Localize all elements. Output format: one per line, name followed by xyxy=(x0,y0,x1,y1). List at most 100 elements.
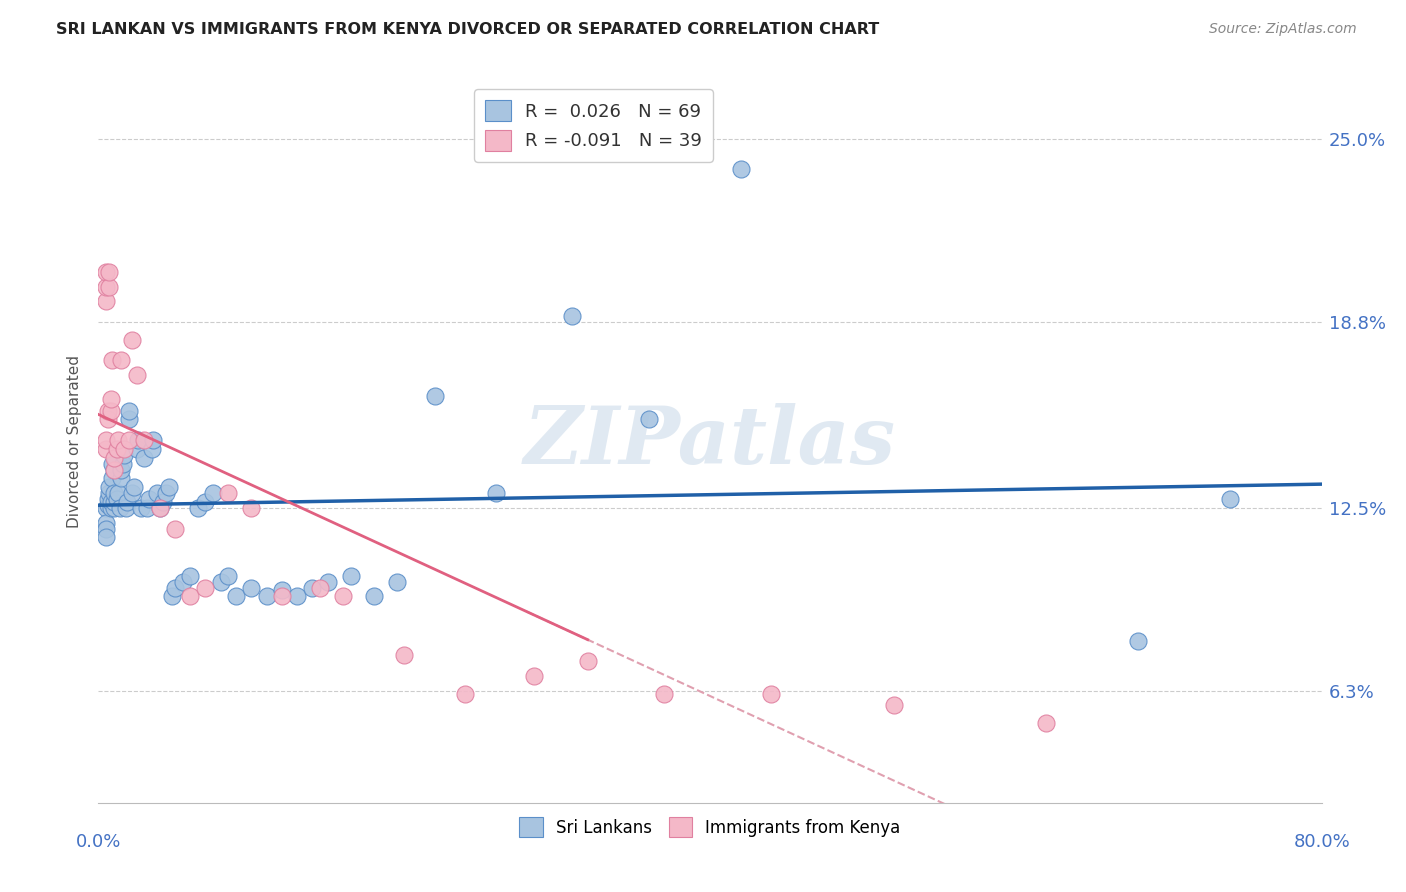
Point xyxy=(194,581,217,595)
Point xyxy=(98,480,121,494)
Point xyxy=(138,491,160,506)
Point xyxy=(152,495,174,509)
Point xyxy=(110,462,132,476)
Point xyxy=(97,412,120,426)
Point xyxy=(103,462,125,476)
Point xyxy=(339,568,361,582)
Point xyxy=(108,500,131,515)
Point xyxy=(225,590,247,604)
Point xyxy=(145,486,167,500)
Point xyxy=(332,590,354,604)
Point xyxy=(100,403,122,417)
Point xyxy=(485,486,508,500)
Text: ZIPatlas: ZIPatlas xyxy=(524,403,896,480)
Legend: Sri Lankans, Immigrants from Kenya: Sri Lankans, Immigrants from Kenya xyxy=(510,809,910,845)
Point xyxy=(94,279,117,293)
Point xyxy=(112,448,135,462)
Point xyxy=(103,495,125,509)
Point xyxy=(129,500,152,515)
Point xyxy=(187,500,209,515)
Point xyxy=(100,392,122,406)
Point xyxy=(98,486,121,500)
Point xyxy=(94,442,117,456)
Point xyxy=(270,590,292,604)
Point xyxy=(101,471,124,485)
Text: 80.0%: 80.0% xyxy=(1294,833,1350,851)
Y-axis label: Divorced or Separated: Divorced or Separated xyxy=(67,355,83,528)
Point xyxy=(160,590,183,604)
Point xyxy=(118,412,141,426)
Point xyxy=(103,450,125,465)
Point xyxy=(127,433,149,447)
Point xyxy=(285,590,308,604)
Point xyxy=(103,462,125,476)
Text: SRI LANKAN VS IMMIGRANTS FROM KENYA DIVORCED OR SEPARATED CORRELATION CHART: SRI LANKAN VS IMMIGRANTS FROM KENYA DIVO… xyxy=(56,22,880,37)
Point xyxy=(94,500,117,515)
Point xyxy=(240,581,263,595)
Point xyxy=(122,480,145,494)
Point xyxy=(97,498,120,512)
Point xyxy=(1219,491,1241,506)
Point xyxy=(194,495,217,509)
Point xyxy=(163,522,186,536)
Point xyxy=(163,581,186,595)
Point xyxy=(270,583,292,598)
Point xyxy=(121,486,143,500)
Point xyxy=(759,687,782,701)
Point xyxy=(98,279,121,293)
Point xyxy=(301,581,323,595)
Point xyxy=(125,442,148,456)
Point xyxy=(385,574,408,589)
Point xyxy=(217,568,239,582)
Point xyxy=(179,568,201,582)
Point xyxy=(94,294,117,309)
Point xyxy=(94,265,117,279)
Point xyxy=(134,450,156,465)
Point xyxy=(118,433,141,447)
Point xyxy=(202,486,225,500)
Point xyxy=(149,500,172,515)
Point xyxy=(112,442,135,456)
Point xyxy=(652,687,675,701)
Text: 0.0%: 0.0% xyxy=(76,833,121,851)
Point xyxy=(179,590,201,604)
Point xyxy=(240,500,263,515)
Point xyxy=(94,530,117,544)
Point xyxy=(883,698,905,713)
Point xyxy=(110,471,132,485)
Point xyxy=(125,368,148,383)
Point xyxy=(107,486,129,500)
Point xyxy=(94,516,117,530)
Point xyxy=(100,495,122,509)
Point xyxy=(576,654,599,668)
Point xyxy=(103,486,125,500)
Point xyxy=(101,457,124,471)
Point xyxy=(309,581,332,595)
Point xyxy=(103,500,125,515)
Point xyxy=(523,669,546,683)
Point xyxy=(209,574,232,589)
Point xyxy=(94,522,117,536)
Point xyxy=(94,433,117,447)
Point xyxy=(117,495,139,509)
Point xyxy=(110,353,132,368)
Point xyxy=(1035,716,1057,731)
Point xyxy=(142,433,165,447)
Point xyxy=(98,265,121,279)
Point xyxy=(730,161,752,176)
Point xyxy=(111,457,134,471)
Point xyxy=(115,500,138,515)
Point xyxy=(118,403,141,417)
Point xyxy=(100,500,122,515)
Point xyxy=(172,574,194,589)
Point xyxy=(136,500,159,515)
Point xyxy=(217,486,239,500)
Point xyxy=(637,412,661,426)
Point xyxy=(363,590,385,604)
Point xyxy=(392,648,416,663)
Point xyxy=(454,687,477,701)
Point xyxy=(316,574,339,589)
Point xyxy=(423,389,446,403)
Text: Source: ZipAtlas.com: Source: ZipAtlas.com xyxy=(1209,22,1357,37)
Point xyxy=(155,486,177,500)
